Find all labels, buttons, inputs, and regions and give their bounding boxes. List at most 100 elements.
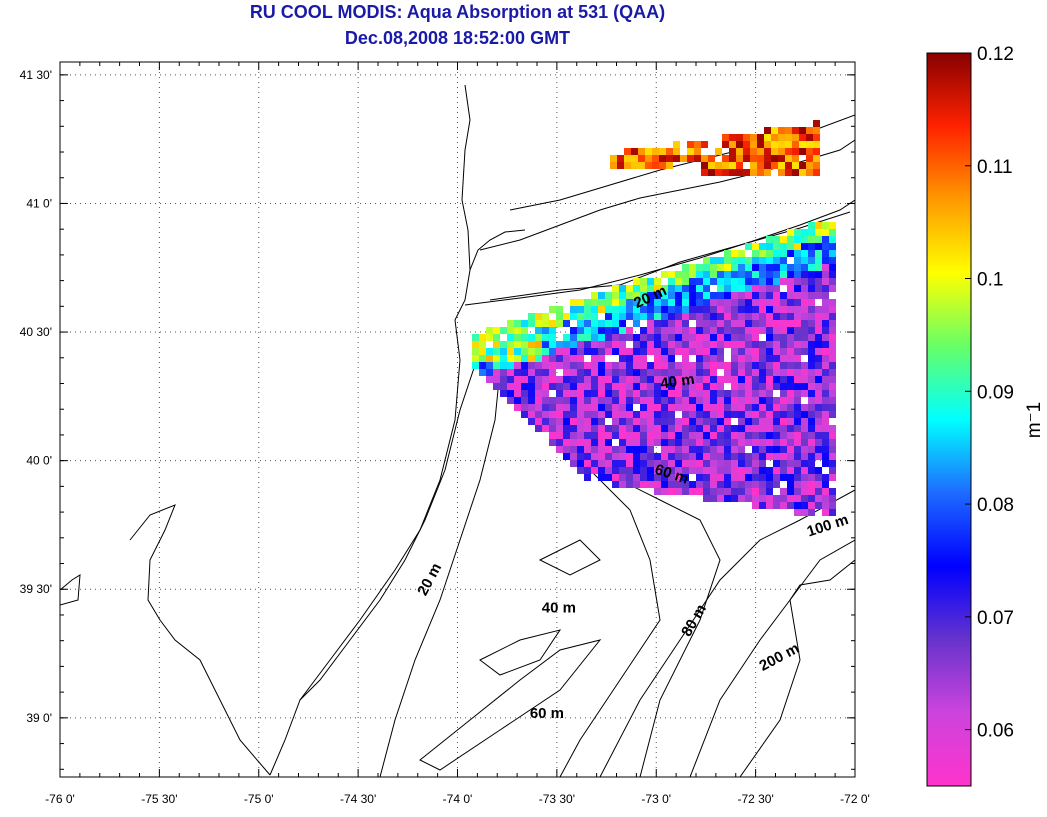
data-cell [661,446,668,453]
data-cell [745,418,752,425]
data-cell [584,397,591,404]
data-cell [521,404,528,411]
data-cell [822,327,829,334]
data-cell [801,292,808,299]
data-cell [745,369,752,376]
data-cell [766,432,773,439]
data-cell [675,474,682,481]
data-cell [724,306,731,313]
data-cell-sound [729,134,736,141]
data-cell [647,481,654,488]
data-cell [563,425,570,432]
data-cell [549,306,556,313]
data-cell [647,362,654,369]
data-cell [654,460,661,467]
data-cell [654,299,661,306]
data-cell [794,425,801,432]
data-cell [619,362,626,369]
data-cell [661,292,668,299]
data-cell [759,292,766,299]
data-cell [556,446,563,453]
data-cell [724,369,731,376]
data-cell [738,250,745,257]
data-cell-sound [659,155,666,162]
data-cell [675,383,682,390]
data-cell [647,320,654,327]
data-cell [675,306,682,313]
data-cell [773,236,780,243]
data-cell [801,313,808,320]
data-cell [703,397,710,404]
data-cell [563,390,570,397]
data-cell [619,355,626,362]
data-cell-sound [799,134,806,141]
data-cell [752,292,759,299]
data-cell [724,334,731,341]
data-cell [787,460,794,467]
y-tick-label: 41 30' [20,68,52,82]
data-cell [696,362,703,369]
data-cell [829,453,836,460]
data-cell-sound [673,155,680,162]
data-cell [794,488,801,495]
data-cell-sound [687,148,694,155]
x-tick-label: -74 30' [340,792,376,806]
data-cell [780,341,787,348]
data-cell [682,313,689,320]
data-cell [668,418,675,425]
data-cell [808,292,815,299]
data-cell [815,425,822,432]
data-cell [773,292,780,299]
contour-20m-north [489,211,851,301]
data-cell-sound [729,148,736,155]
data-cell [528,397,535,404]
data-cell-sound [799,162,806,169]
data-cell [633,348,640,355]
data-cell [626,362,633,369]
data-cell [829,229,836,236]
data-cell [542,327,549,334]
data-cell [787,285,794,292]
data-cell-sound [715,169,722,176]
data-cell [633,481,640,488]
data-cell [696,404,703,411]
data-cell [815,313,822,320]
data-cell [528,411,535,418]
data-cell [661,481,668,488]
data-cell-sound [715,162,722,169]
data-cell [738,383,745,390]
data-cell [675,334,682,341]
data-cell-sound [764,169,771,176]
data-cell [724,327,731,334]
data-cell [738,474,745,481]
data-cell [787,495,794,502]
data-cell [752,488,759,495]
data-cell [787,264,794,271]
data-cell [829,222,836,229]
data-cell-sound [771,162,778,169]
data-cell [780,446,787,453]
data-cell [794,313,801,320]
data-cell [591,425,598,432]
depth-label: 40 m [659,371,695,393]
data-cell [472,362,479,369]
data-cell [822,411,829,418]
colorbar-tick-label: 0.09 [977,382,1014,403]
data-cell [640,327,647,334]
data-cell [724,467,731,474]
data-cell [773,257,780,264]
data-cell [521,320,528,327]
data-cell [794,460,801,467]
data-cell [710,467,717,474]
data-cell [605,397,612,404]
data-cell [745,348,752,355]
data-cell [808,355,815,362]
data-cell [703,313,710,320]
data-cell [479,355,486,362]
data-cell [752,418,759,425]
data-cell [787,243,794,250]
data-cell [766,236,773,243]
data-cell-sound [771,134,778,141]
data-cell [794,495,801,502]
data-cell [822,418,829,425]
